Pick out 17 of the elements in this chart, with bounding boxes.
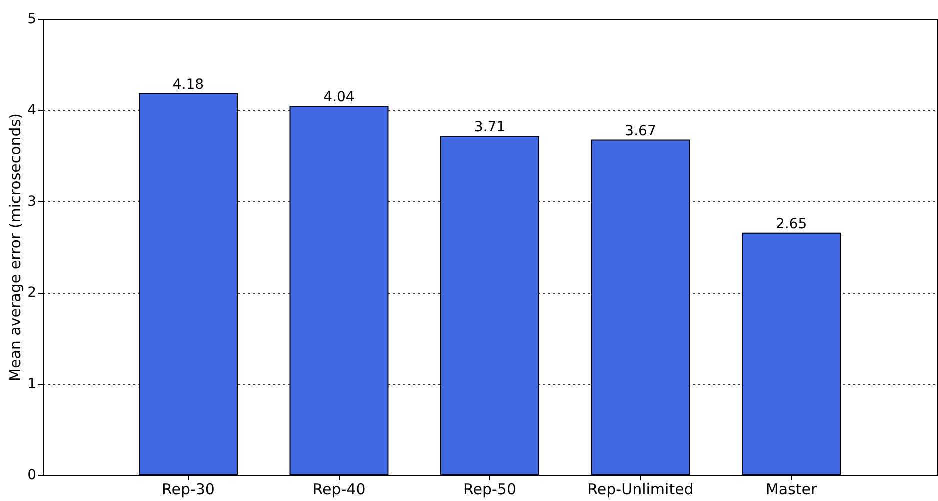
x-tick-label: Rep-30 — [162, 480, 215, 498]
x-tick-label: Master — [766, 480, 818, 498]
x-tick-label: Rep-40 — [312, 480, 366, 498]
data-label: 3.71 — [474, 120, 506, 136]
data-label: 2.65 — [776, 216, 808, 232]
y-tick-label: 0 — [28, 468, 36, 484]
y-axis-title: Mean average error (microseconds) — [6, 114, 25, 382]
y-tick-label: 3 — [28, 194, 36, 210]
data-label: 4.18 — [172, 76, 204, 93]
x-tick-label: Rep-50 — [464, 480, 516, 498]
x-tick-label: Rep-Unlimited — [588, 480, 694, 498]
data-label: 3.67 — [625, 123, 656, 140]
y-tick-label: 4 — [28, 102, 37, 119]
data-label: 4.04 — [324, 90, 355, 106]
y-tick-label: 5 — [28, 12, 36, 28]
y-tick-label: 2 — [28, 285, 36, 302]
y-tick-label: 1 — [28, 376, 36, 392]
